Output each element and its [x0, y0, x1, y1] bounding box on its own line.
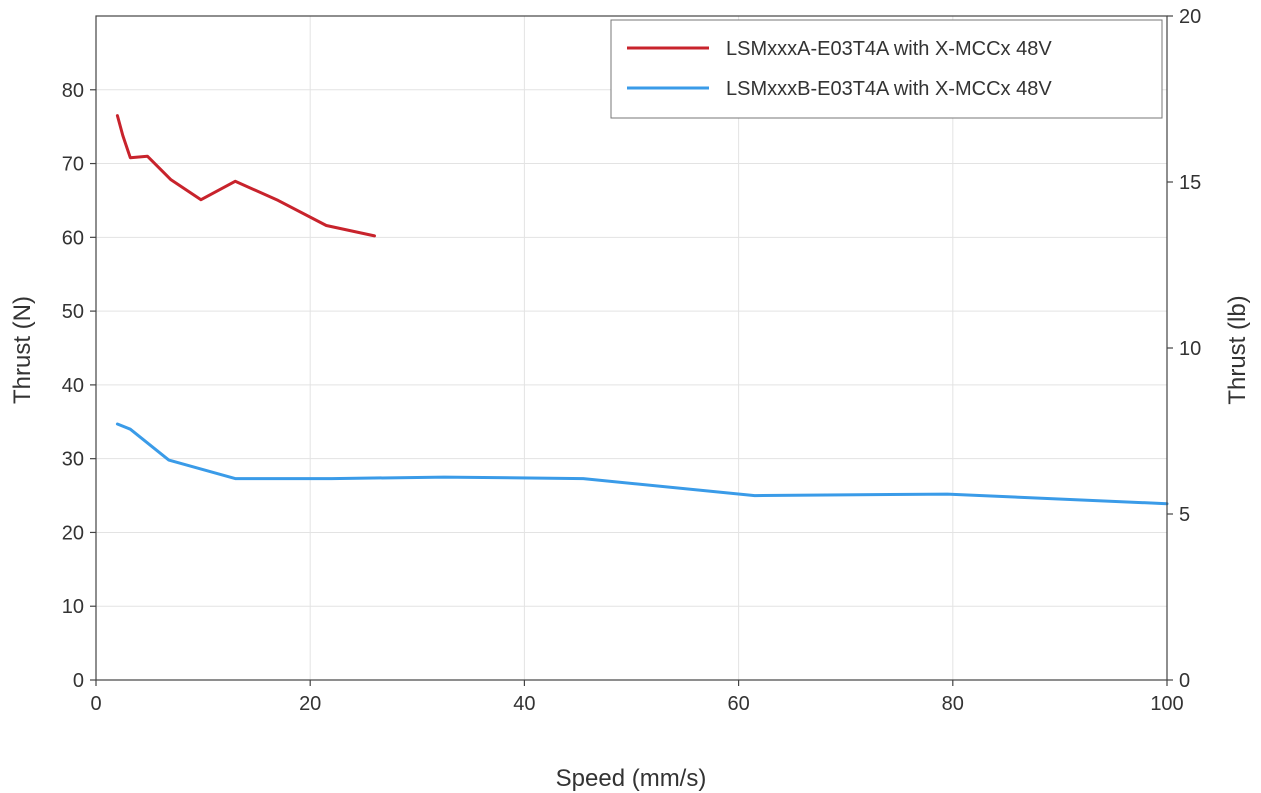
- x-tick-label: 60: [727, 693, 749, 715]
- y-tick-label-left: 0: [73, 670, 84, 692]
- y-tick-label-right: 10: [1179, 338, 1201, 360]
- x-tick-label: 100: [1150, 693, 1183, 715]
- y-axis-title-right: Thrust (lb): [1224, 295, 1251, 404]
- x-tick-label: 20: [299, 693, 321, 715]
- legend-box: [610, 19, 1163, 119]
- y-tick-label-right: 5: [1179, 504, 1190, 526]
- y-tick-label-left: 50: [62, 301, 84, 323]
- series-layer: [115, 114, 1169, 506]
- y-tick-label-left: 70: [62, 154, 84, 176]
- y-tick-label-right: 0: [1179, 670, 1190, 692]
- x-tick-label: 80: [942, 693, 964, 715]
- legend: LSMxxxA-E03T4A with X-MCCx 48V LSMxxxB-E0…: [610, 19, 1163, 119]
- x-tick-label: 40: [513, 693, 535, 715]
- series-line-1: [115, 114, 376, 238]
- y-axis-title-left: Thrust (N): [9, 296, 36, 404]
- x-tick-label: 0: [90, 693, 101, 715]
- legend-label-1: LSMxxxA-E03T4A with X-MCCx 48V: [726, 38, 1052, 60]
- y-tick-label-right: 20: [1179, 6, 1201, 28]
- series-line-2: [115, 422, 1169, 506]
- y-tick-label-left: 60: [62, 227, 84, 249]
- y-tick-label-left: 80: [62, 80, 84, 102]
- y-tick-label-left: 20: [62, 522, 84, 544]
- y-tick-label-left: 10: [62, 596, 84, 618]
- legend-label-2: LSMxxxB-E03T4A with X-MCCx 48V: [726, 78, 1052, 100]
- x-axis-title: Speed (mm/s): [556, 765, 707, 792]
- y-tick-label-left: 30: [62, 449, 84, 471]
- y-tick-label-right: 15: [1179, 172, 1201, 194]
- y-tick-label-left: 40: [62, 375, 84, 397]
